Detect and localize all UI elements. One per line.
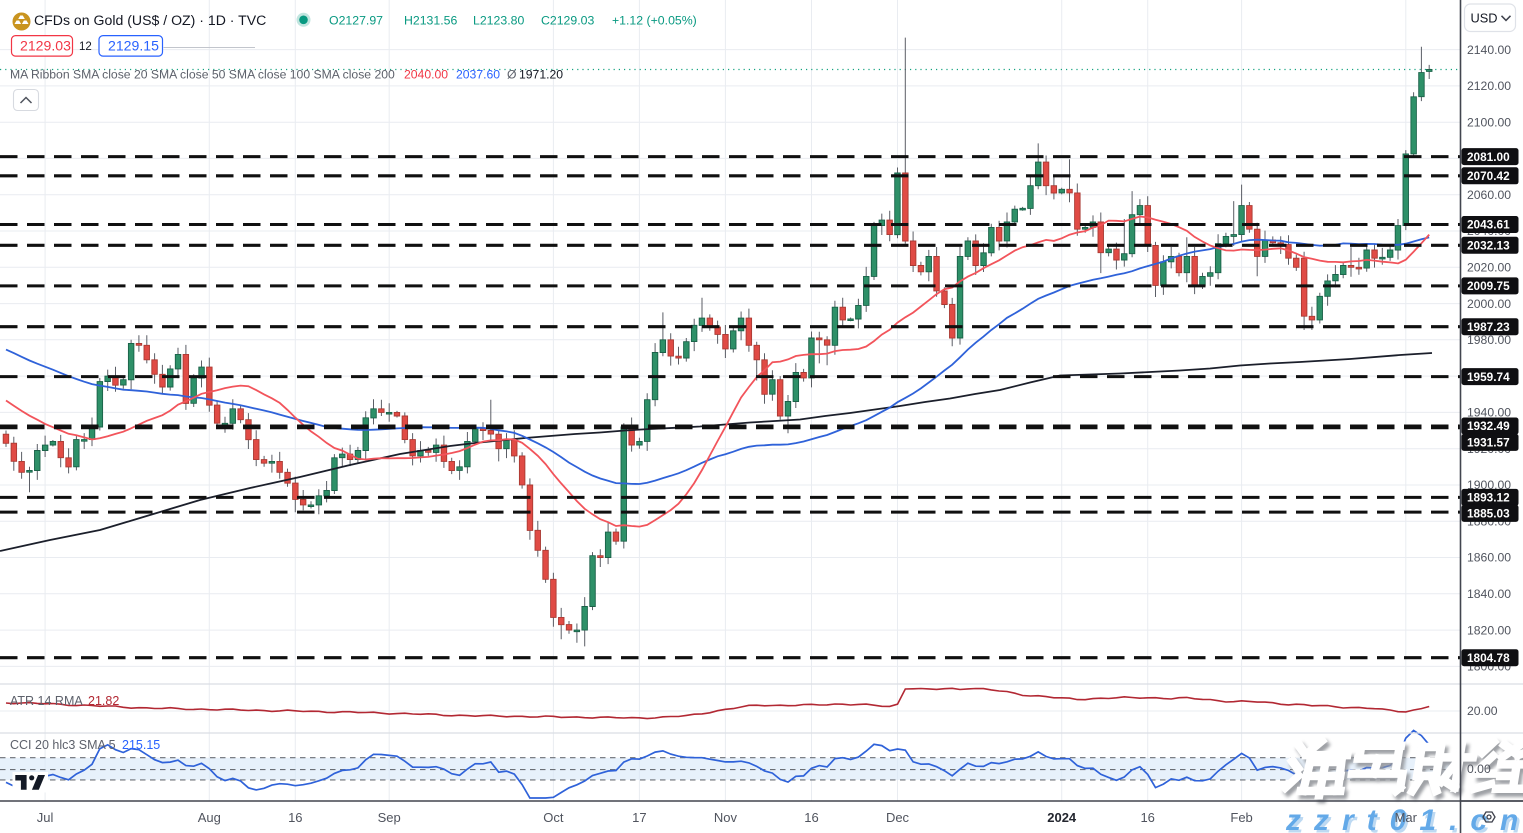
svg-text:1987.23: 1987.23 <box>1467 320 1510 334</box>
svg-text:1885.03: 1885.03 <box>1467 507 1510 521</box>
svg-text:Nov: Nov <box>714 810 738 825</box>
svg-text:20.00: 20.00 <box>1467 704 1498 718</box>
svg-text:H2131.56: H2131.56 <box>404 14 457 28</box>
svg-text:2129.03: 2129.03 <box>20 38 71 54</box>
svg-text:1900.00: 1900.00 <box>1467 478 1511 492</box>
svg-text:L2123.80: L2123.80 <box>473 14 524 28</box>
svg-text:1893.12: 1893.12 <box>1467 491 1510 505</box>
svg-text:12: 12 <box>79 41 92 53</box>
svg-text:2060.00: 2060.00 <box>1467 188 1511 202</box>
svg-text:USD: USD <box>1471 10 1498 25</box>
svg-text:2081.00: 2081.00 <box>1467 150 1510 164</box>
svg-text:Sep: Sep <box>378 810 401 825</box>
svg-text:215.15: 215.15 <box>122 738 160 752</box>
svg-text:17: 17 <box>632 810 646 825</box>
svg-text:CFDs on Gold (US$ / OZ) · 1D ·: CFDs on Gold (US$ / OZ) · 1D · TVC <box>34 12 266 28</box>
svg-text:1840.00: 1840.00 <box>1467 587 1511 601</box>
svg-text:2032.13: 2032.13 <box>1467 239 1510 253</box>
svg-text:16: 16 <box>1140 810 1154 825</box>
svg-text:1931.57: 1931.57 <box>1467 436 1510 450</box>
svg-text:2020.00: 2020.00 <box>1467 261 1511 275</box>
svg-text:2043.61: 2043.61 <box>1467 218 1510 232</box>
svg-text:Aug: Aug <box>198 810 221 825</box>
svg-text:Mar: Mar <box>1395 810 1418 825</box>
svg-text:2100.00: 2100.00 <box>1467 115 1511 129</box>
svg-text:O2127.97: O2127.97 <box>329 14 383 28</box>
svg-text:ATR 14 RMA: ATR 14 RMA <box>10 694 83 708</box>
svg-text:Jul: Jul <box>37 810 54 825</box>
svg-text:21.82: 21.82 <box>88 694 119 708</box>
svg-text:16: 16 <box>804 810 818 825</box>
svg-text:1959.74: 1959.74 <box>1467 370 1510 384</box>
svg-text:16: 16 <box>288 810 302 825</box>
svg-text:2009.75: 2009.75 <box>1467 279 1510 293</box>
svg-text:2120.00: 2120.00 <box>1467 79 1511 93</box>
svg-text:2070.42: 2070.42 <box>1467 169 1510 183</box>
svg-text:2140.00: 2140.00 <box>1467 43 1511 57</box>
svg-text:2037.60: 2037.60 <box>456 68 500 82</box>
svg-text:1804.78: 1804.78 <box>1467 651 1510 665</box>
svg-text:1932.49: 1932.49 <box>1467 419 1510 433</box>
svg-text:MA Ribbon SMA close 20 SMA clo: MA Ribbon SMA close 20 SMA close 50 SMA … <box>10 68 395 82</box>
svg-text:C2129.03: C2129.03 <box>541 14 594 28</box>
svg-text:Ø: Ø <box>507 68 517 82</box>
svg-text:Feb: Feb <box>1230 810 1252 825</box>
svg-text:0.00: 0.00 <box>1467 762 1491 776</box>
svg-text:CCI 20 hlc3 SMA 5: CCI 20 hlc3 SMA 5 <box>10 738 116 752</box>
svg-text:2040.00: 2040.00 <box>404 68 448 82</box>
svg-text:zzrt01.cn: zzrt01.cn <box>1285 804 1523 833</box>
svg-text:+1.12 (+0.05%): +1.12 (+0.05%) <box>612 14 697 28</box>
svg-text:1820.00: 1820.00 <box>1467 623 1511 637</box>
svg-text:zzrt01.cn: zzrt01.cn <box>1288 807 1523 833</box>
svg-text:1980.00: 1980.00 <box>1467 333 1511 347</box>
svg-text:1971.20: 1971.20 <box>519 68 563 82</box>
svg-text:2129.15: 2129.15 <box>108 38 159 54</box>
svg-text:1940.00: 1940.00 <box>1467 406 1511 420</box>
svg-text:2024: 2024 <box>1047 810 1077 825</box>
svg-text:Oct: Oct <box>543 810 564 825</box>
svg-text:1860.00: 1860.00 <box>1467 551 1511 565</box>
svg-text:2000.00: 2000.00 <box>1467 297 1511 311</box>
svg-text:Dec: Dec <box>886 810 910 825</box>
